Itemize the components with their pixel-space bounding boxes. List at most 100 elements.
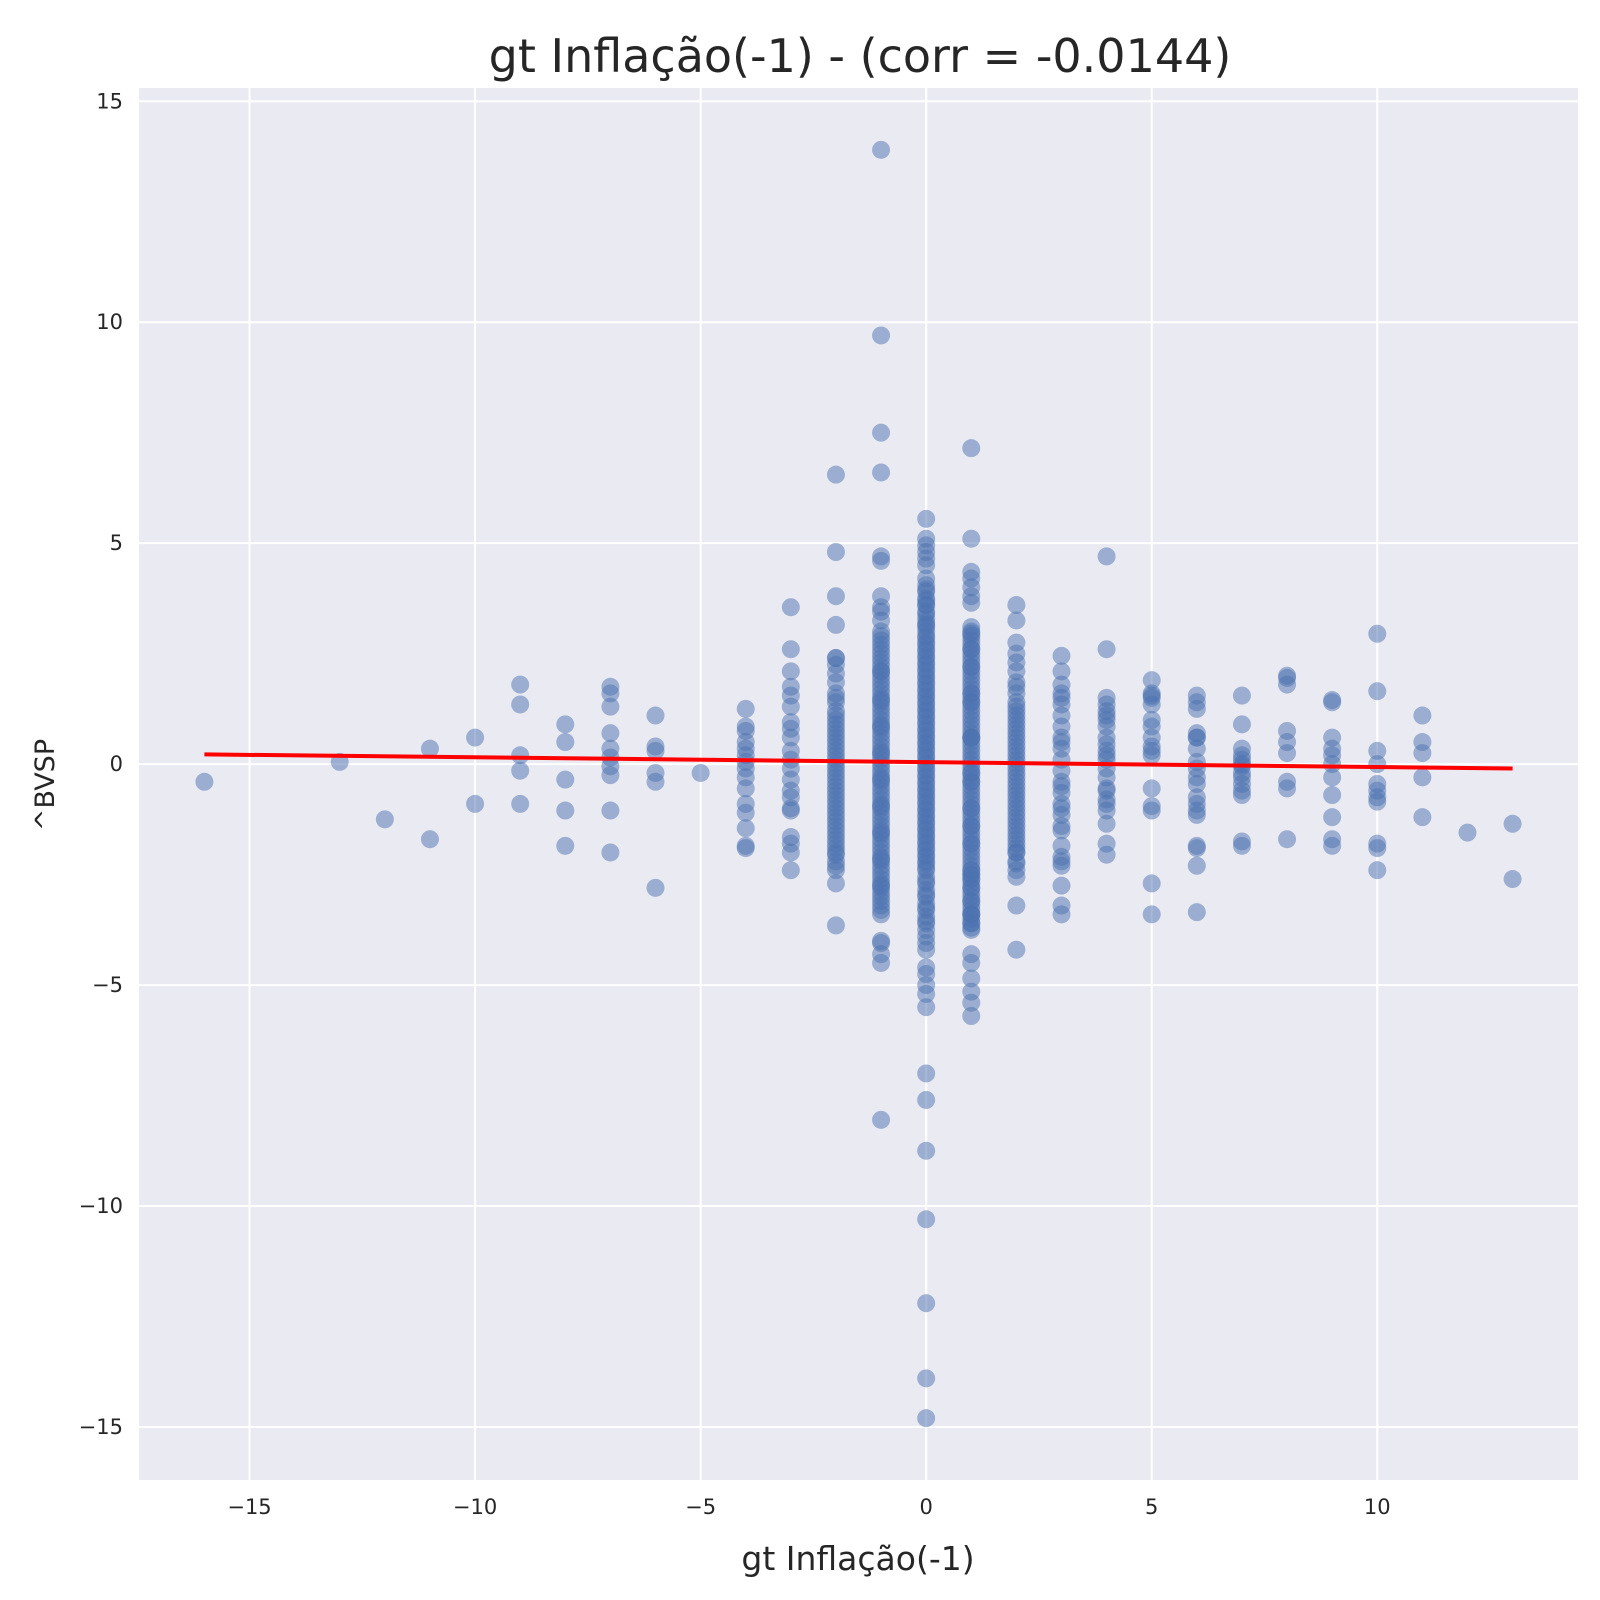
y-tick-label: −5: [92, 973, 123, 997]
data-point: [917, 825, 936, 844]
data-point: [826, 465, 845, 484]
data-point: [1368, 741, 1387, 760]
data-point: [872, 626, 891, 645]
data-point: [917, 666, 936, 685]
data-point: [1232, 836, 1251, 855]
data-point: [917, 1294, 936, 1313]
data-point: [781, 598, 800, 617]
data-point: [601, 697, 620, 716]
data-point: [917, 653, 936, 672]
data-point: [826, 916, 845, 935]
data-point: [1097, 706, 1116, 725]
data-point: [1052, 646, 1071, 665]
data-point: [1458, 823, 1477, 842]
data-point: [917, 799, 936, 818]
data-point: [1052, 905, 1071, 924]
data-point: [1368, 755, 1387, 774]
data-point: [1232, 715, 1251, 734]
data-point: [917, 911, 936, 930]
data-point: [1052, 777, 1071, 796]
data-point: [556, 770, 575, 789]
data-point: [1323, 786, 1342, 805]
data-point: [917, 509, 936, 528]
data-point: [1052, 876, 1071, 895]
data-point: [962, 1007, 981, 1025]
data-point: [1097, 801, 1116, 820]
data-point: [781, 843, 800, 862]
data-point: [1097, 547, 1116, 566]
data-point: [1368, 839, 1387, 858]
data-point: [1007, 596, 1026, 615]
data-point: [872, 876, 891, 895]
data-point: [872, 140, 891, 159]
data-point: [781, 801, 800, 820]
data-point: [691, 763, 710, 782]
data-point: [601, 724, 620, 743]
data-point: [917, 772, 936, 791]
data-point: [1187, 699, 1206, 718]
data-point: [917, 706, 936, 725]
data-point: [1368, 792, 1387, 811]
data-point: [962, 671, 981, 690]
data-point: [1187, 728, 1206, 747]
data-point: [962, 728, 981, 747]
data-point: [420, 830, 439, 849]
data-point: [1368, 624, 1387, 643]
data-point: [1142, 801, 1161, 820]
data-point: [962, 914, 981, 933]
data-point: [917, 596, 936, 615]
data-point: [466, 794, 485, 813]
regression-line-group: [204, 752, 1513, 771]
data-point: [962, 847, 981, 866]
data-point: [195, 772, 214, 791]
data-point: [1278, 744, 1297, 763]
scatter-points: [195, 140, 1522, 1428]
data-point: [511, 695, 530, 714]
data-point: [736, 839, 755, 858]
data-point: [962, 657, 981, 676]
x-tick-label: 5: [1145, 1495, 1158, 1519]
data-point: [1142, 905, 1161, 924]
data-point: [872, 744, 891, 763]
x-tick-label: −5: [685, 1495, 716, 1519]
data-point: [420, 739, 439, 758]
data-point: [1052, 662, 1071, 681]
data-point: [917, 640, 936, 659]
data-point: [1413, 744, 1432, 763]
data-point: [1007, 843, 1026, 862]
data-point: [511, 746, 530, 765]
data-point: [826, 587, 845, 606]
data-point: [917, 679, 936, 698]
data-point: [1052, 799, 1071, 818]
data-point: [1142, 874, 1161, 893]
y-axis-label: ^BVSP: [30, 739, 61, 831]
data-point: [556, 801, 575, 820]
chart-title: gt Inflação(-1) - (corr = -0.0144): [489, 29, 1232, 83]
data-point: [962, 883, 981, 902]
data-point: [962, 953, 981, 972]
data-point: [1097, 845, 1116, 864]
data-point: [872, 892, 891, 911]
data-point: [872, 770, 891, 789]
data-point: [917, 998, 936, 1017]
data-point: [1323, 808, 1342, 827]
data-point: [1323, 768, 1342, 787]
y-tick-label: 15: [96, 89, 123, 113]
data-point: [646, 772, 665, 791]
y-tick-label: 5: [110, 531, 123, 555]
data-point: [736, 803, 755, 822]
data-point: [556, 715, 575, 734]
data-point: [1413, 808, 1432, 827]
data-point: [1232, 686, 1251, 705]
data-point: [1007, 896, 1026, 915]
data-point: [646, 741, 665, 760]
data-point: [466, 728, 485, 747]
data-point: [917, 1409, 936, 1428]
y-tick-label: −10: [79, 1194, 123, 1218]
data-point: [872, 717, 891, 736]
data-point: [1007, 741, 1026, 760]
data-point: [962, 439, 981, 458]
x-tick-label: −10: [453, 1495, 497, 1519]
data-point: [917, 1141, 936, 1160]
data-point: [1368, 861, 1387, 880]
